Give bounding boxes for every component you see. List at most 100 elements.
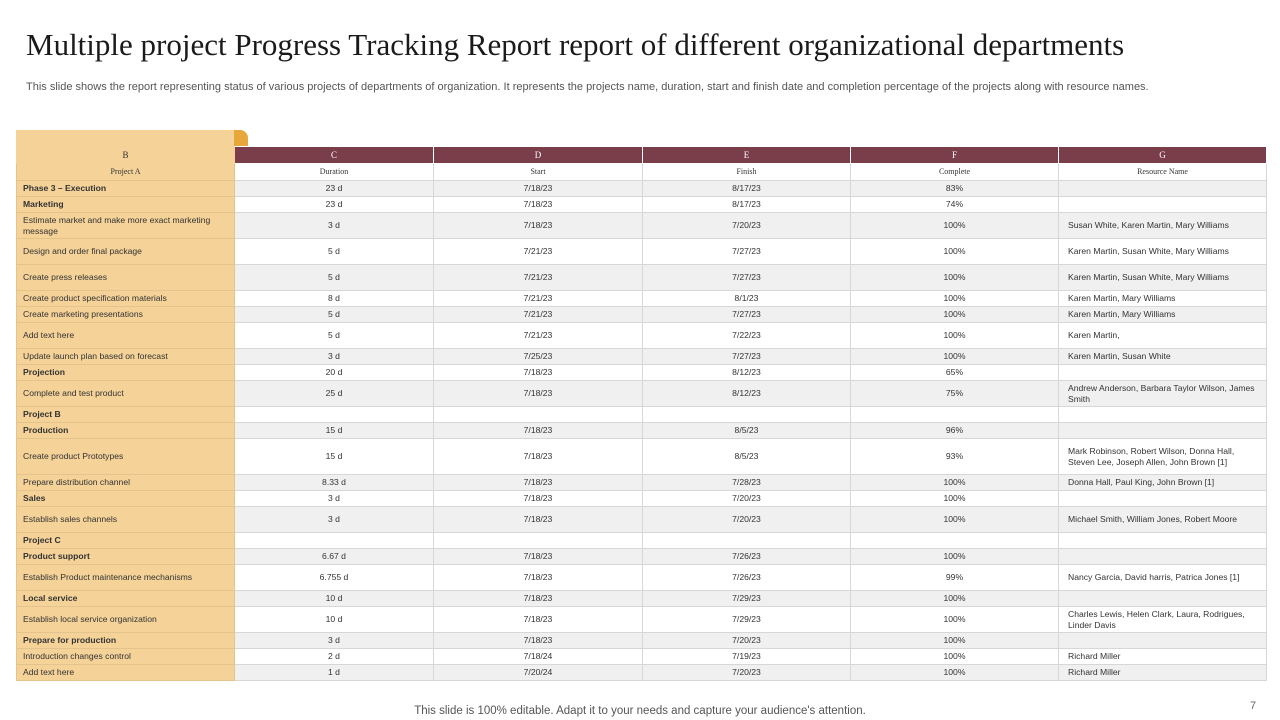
table-row: Create product specification materials 8 … — [16, 290, 1267, 307]
footer-text: This slide is 100% editable. Adapt it to… — [414, 705, 866, 717]
table-row: Prepare for production 3 d 7/18/23 7/20/23 1… — [16, 632, 1267, 649]
header-duration: Duration — [234, 163, 434, 181]
row-duration-cell: 8 d — [234, 290, 434, 307]
row-name-cell: Establish Product maintenance mechanisms — [16, 564, 235, 591]
row-resources-cell: Richard Miller — [1058, 664, 1267, 681]
row-finish-cell: 8/1/23 — [642, 290, 851, 307]
row-name-cell: Production — [16, 422, 235, 439]
row-finish-cell — [642, 532, 851, 549]
row-duration-cell: 2 d — [234, 648, 434, 665]
row-resources-cell: Andrew Anderson, Barbara Taylor Wilson, … — [1058, 380, 1267, 407]
header-resource-name: Resource Name — [1058, 163, 1267, 181]
footer-note: This slide is 100% editable. Adapt it to… — [0, 704, 1280, 718]
row-name-cell: Update launch plan based on forecast — [16, 348, 235, 365]
row-finish-cell: 7/29/23 — [642, 606, 851, 633]
row-name-cell: Sales — [16, 490, 235, 507]
row-duration-cell: 3 d — [234, 506, 434, 533]
row-finish-cell: 8/12/23 — [642, 364, 851, 381]
row-start-cell: 7/18/23 — [433, 506, 643, 533]
column-letter-e: E — [642, 146, 851, 164]
table-row: Prepare distribution channel 8.33 d 7/18/2… — [16, 474, 1267, 491]
row-finish-cell: 8/17/23 — [642, 196, 851, 213]
row-complete-cell: 83% — [850, 180, 1059, 197]
row-name-cell: Complete and test product — [16, 380, 235, 407]
row-start-cell: 7/21/23 — [433, 306, 643, 323]
column-letter-row: B C D E F G — [16, 146, 1267, 164]
row-finish-cell: 7/27/23 — [642, 264, 851, 291]
row-name-cell: Create marketing presentations — [16, 306, 235, 323]
row-resources-cell: Richard Miller — [1058, 648, 1267, 665]
header-project: Project A — [16, 163, 235, 181]
row-resources-cell: Susan White, Karen Martin, Mary Williams — [1058, 212, 1267, 239]
row-finish-cell: 7/20/23 — [642, 632, 851, 649]
row-resources-cell — [1058, 632, 1267, 649]
row-start-cell: 7/20/24 — [433, 664, 643, 681]
row-resources-cell: Nancy Garcia, David harris, Patrica Jone… — [1058, 564, 1267, 591]
table-row: Marketing 23 d 7/18/23 8/17/23 74% — [16, 196, 1267, 213]
row-duration-cell: 10 d — [234, 606, 434, 633]
table-row: Add text here 1 d 7/20/24 7/20/23 100% Richar… — [16, 664, 1267, 681]
row-start-cell: 7/18/23 — [433, 438, 643, 475]
row-finish-cell: 7/27/23 — [642, 238, 851, 265]
row-resources-cell: Karen Martin, Susan White, Mary Williams — [1058, 264, 1267, 291]
row-finish-cell: 7/27/23 — [642, 348, 851, 365]
row-start-cell: 7/18/23 — [433, 196, 643, 213]
table-row: Establish sales channels 3 d 7/18/23 7/20/2… — [16, 506, 1267, 533]
sheet-tab-header — [16, 130, 234, 146]
row-resources-cell: Karen Martin, Susan White — [1058, 348, 1267, 365]
row-duration-cell: 15 d — [234, 438, 434, 475]
row-duration-cell: 5 d — [234, 264, 434, 291]
row-name-cell: Project B — [16, 406, 235, 423]
table-row: Create product Prototypes 15 d 7/18/23 8/5/… — [16, 438, 1267, 475]
row-name-cell: Add text here — [16, 664, 235, 681]
row-start-cell — [433, 532, 643, 549]
row-duration-cell: 5 d — [234, 322, 434, 349]
row-finish-cell: 7/29/23 — [642, 590, 851, 607]
row-start-cell: 7/21/23 — [433, 290, 643, 307]
row-name-cell: Establish local service organization — [16, 606, 235, 633]
table-row: Estimate market and make more exact mark… — [16, 212, 1267, 239]
table-row: Create press releases 5 d 7/21/23 7/27/23 10… — [16, 264, 1267, 291]
page-number: 7 — [1250, 700, 1257, 712]
row-start-cell: 7/25/23 — [433, 348, 643, 365]
row-complete-cell: 100% — [850, 212, 1059, 239]
row-complete-cell: 100% — [850, 648, 1059, 665]
table-row: Establish local service organization 10 d… — [16, 606, 1267, 633]
header-finish: Finish — [642, 163, 851, 181]
row-name-cell: Marketing — [16, 196, 235, 213]
row-duration-cell: 15 d — [234, 422, 434, 439]
row-finish-cell: 8/12/23 — [642, 380, 851, 407]
row-complete-cell — [850, 532, 1059, 549]
row-start-cell: 7/18/23 — [433, 422, 643, 439]
row-start-cell: 7/18/23 — [433, 474, 643, 491]
row-complete-cell: 74% — [850, 196, 1059, 213]
row-duration-cell: 6.755 d — [234, 564, 434, 591]
row-complete-cell: 100% — [850, 606, 1059, 633]
table-row: Establish Product maintenance mechanisms… — [16, 564, 1267, 591]
row-duration-cell: 5 d — [234, 306, 434, 323]
column-letter-d: D — [433, 146, 643, 164]
row-start-cell: 7/18/23 — [433, 548, 643, 565]
row-start-cell: 7/18/23 — [433, 606, 643, 633]
row-name-cell: Projection — [16, 364, 235, 381]
row-finish-cell: 7/20/23 — [642, 506, 851, 533]
row-name-cell: Prepare distribution channel — [16, 474, 235, 491]
row-complete-cell: 100% — [850, 264, 1059, 291]
row-duration-cell: 8.33 d — [234, 474, 434, 491]
row-duration-cell: 10 d — [234, 590, 434, 607]
row-name-cell: Design and order final package — [16, 238, 235, 265]
row-resources-cell: Michael Smith, William Jones, Robert Moo… — [1058, 506, 1267, 533]
table-row: Project B — [16, 406, 1267, 423]
row-complete-cell: 99% — [850, 564, 1059, 591]
row-complete-cell: 100% — [850, 238, 1059, 265]
row-resources-cell: Charles Lewis, Helen Clark, Laura, Rodri… — [1058, 606, 1267, 633]
row-complete-cell: 100% — [850, 290, 1059, 307]
row-complete-cell: 100% — [850, 590, 1059, 607]
table-row: Product support 6.67 d 7/18/23 7/26/23 100% — [16, 548, 1267, 565]
table-body: Phase 3 – Execution 23 d 7/18/23 8/17/23 83%… — [16, 180, 1267, 681]
slide-title: Multiple project Progress Tracking Repor… — [26, 27, 1125, 62]
row-resources-cell — [1058, 406, 1267, 423]
row-complete-cell: 100% — [850, 506, 1059, 533]
row-duration-cell: 25 d — [234, 380, 434, 407]
